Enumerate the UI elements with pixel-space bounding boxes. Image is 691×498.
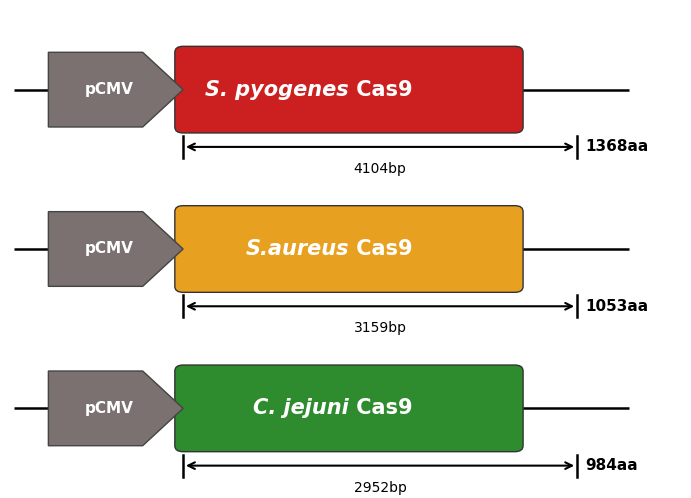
FancyBboxPatch shape (175, 206, 523, 292)
Polygon shape (48, 212, 183, 286)
Text: Cas9: Cas9 (349, 398, 413, 418)
Text: Cas9: Cas9 (349, 80, 413, 100)
Text: 1053aa: 1053aa (585, 299, 648, 314)
FancyBboxPatch shape (175, 365, 523, 452)
Text: 2952bp: 2952bp (354, 481, 406, 495)
Polygon shape (48, 371, 183, 446)
Text: S.aureus: S.aureus (245, 239, 349, 259)
Text: pCMV: pCMV (85, 242, 134, 256)
Text: C. jejuni: C. jejuni (253, 398, 349, 418)
Polygon shape (48, 52, 183, 127)
Text: 3159bp: 3159bp (354, 321, 406, 335)
Text: 1368aa: 1368aa (585, 139, 649, 154)
Text: S. pyogenes: S. pyogenes (205, 80, 349, 100)
Text: 984aa: 984aa (585, 458, 638, 473)
Text: Cas9: Cas9 (349, 239, 413, 259)
FancyBboxPatch shape (175, 46, 523, 133)
Text: 4104bp: 4104bp (354, 162, 406, 176)
Text: pCMV: pCMV (85, 82, 134, 97)
Text: pCMV: pCMV (85, 401, 134, 416)
